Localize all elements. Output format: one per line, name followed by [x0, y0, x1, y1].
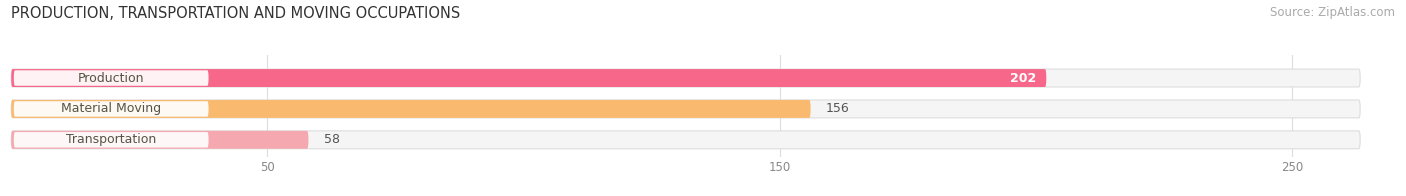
Text: 58: 58 — [323, 133, 340, 146]
FancyBboxPatch shape — [11, 100, 1360, 118]
Text: Production: Production — [77, 72, 145, 84]
Text: Material Moving: Material Moving — [60, 103, 162, 115]
FancyBboxPatch shape — [11, 131, 1360, 149]
FancyBboxPatch shape — [11, 100, 811, 118]
Text: 156: 156 — [825, 103, 849, 115]
Text: Source: ZipAtlas.com: Source: ZipAtlas.com — [1270, 6, 1395, 19]
Text: Transportation: Transportation — [66, 133, 156, 146]
FancyBboxPatch shape — [14, 101, 208, 117]
Text: 202: 202 — [1010, 72, 1036, 84]
FancyBboxPatch shape — [11, 69, 1046, 87]
FancyBboxPatch shape — [14, 70, 208, 86]
FancyBboxPatch shape — [14, 132, 208, 148]
Text: PRODUCTION, TRANSPORTATION AND MOVING OCCUPATIONS: PRODUCTION, TRANSPORTATION AND MOVING OC… — [11, 6, 461, 21]
FancyBboxPatch shape — [11, 131, 308, 149]
FancyBboxPatch shape — [11, 69, 1360, 87]
